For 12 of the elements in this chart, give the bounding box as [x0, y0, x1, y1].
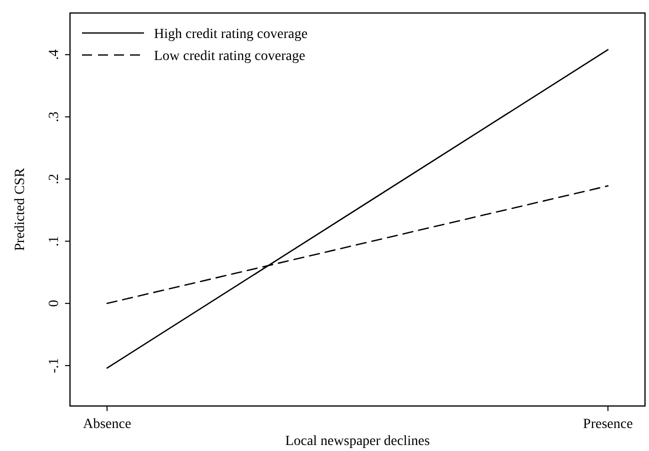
y-tick-label: .4: [47, 49, 62, 60]
x-tick-label: Presence: [583, 417, 633, 432]
x-tick-label: Absence: [82, 417, 132, 432]
legend-label: Low credit rating coverage: [154, 49, 306, 64]
x-axis-title: Local newspaper declines: [285, 434, 430, 449]
legend-label: High credit rating coverage: [154, 27, 308, 42]
y-tick-label: .3: [47, 112, 62, 122]
y-tick-label: 0: [47, 300, 62, 307]
y-axis-title: Predicted CSR: [13, 167, 28, 251]
y-tick-label: .2: [47, 174, 62, 184]
y-tick-label: .1: [47, 236, 62, 246]
y-tick-label: -.1: [47, 358, 62, 374]
